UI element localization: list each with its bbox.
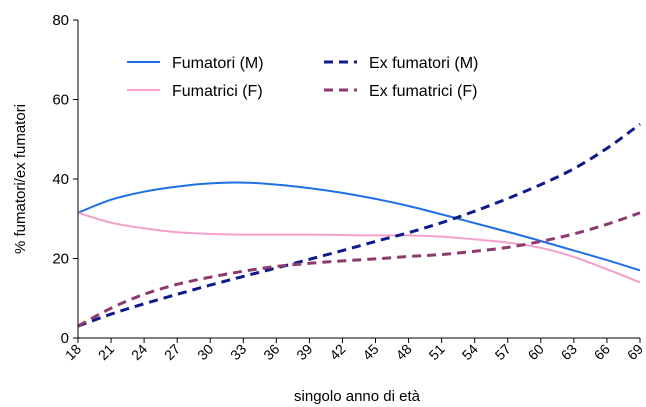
x-tick-label: 30 [194,341,216,363]
x-tick-label: 51 [425,341,447,363]
series-line-fumatrici-f [77,211,641,284]
y-tick-label: 40 [52,171,69,188]
x-axis-title: singolo anno di età [294,388,421,405]
y-tick-label: 0 [61,330,69,347]
x-tick-label: 27 [161,341,183,363]
x-tick-label: 66 [591,341,613,363]
x-tick-label: 42 [326,341,348,363]
x-axis-ticks: 18 21 24 27 30 33 36 39 42 45 48 51 54 57 60 63 66 69 [62,338,646,363]
x-tick-label: 45 [359,341,381,363]
y-tick-label: 80 [52,12,69,29]
y-axis-ticks: 0 20 40 60 80 [52,12,78,347]
series-lines [77,122,641,328]
x-tick-label: 24 [128,341,150,363]
x-tick-label: 69 [624,341,646,363]
x-tick-label: 33 [227,341,249,363]
series-line-ex-fumatrici-f [77,211,641,328]
y-tick-label: 60 [52,92,69,109]
y-tick-label: 20 [52,251,69,268]
x-tick-label: 21 [95,341,117,363]
series-line-fumatori-m [77,181,641,272]
x-tick-label: 39 [293,341,315,363]
legend-label-fumatori-m: Fumatori (M) [172,55,264,72]
x-tick-label: 36 [260,341,282,363]
series-line-ex-fumatori-m [77,122,641,328]
x-tick-label: 54 [458,341,480,363]
legend: Fumatori (M) Fumatrici (F) Ex fumatori (… [127,55,478,100]
legend-label-ex-fumatrici-f: Ex fumatrici (F) [369,83,477,100]
x-tick-label: 48 [392,341,414,363]
legend-label-ex-fumatori-m: Ex fumatori (M) [369,55,478,72]
x-tick-label: 63 [558,341,580,363]
x-tick-label: 57 [492,341,514,363]
legend-label-fumatrici-f: Fumatrici (F) [172,83,263,100]
y-axis-title: % fumatori/ex fumatori [12,104,29,254]
x-tick-label: 60 [525,341,547,363]
